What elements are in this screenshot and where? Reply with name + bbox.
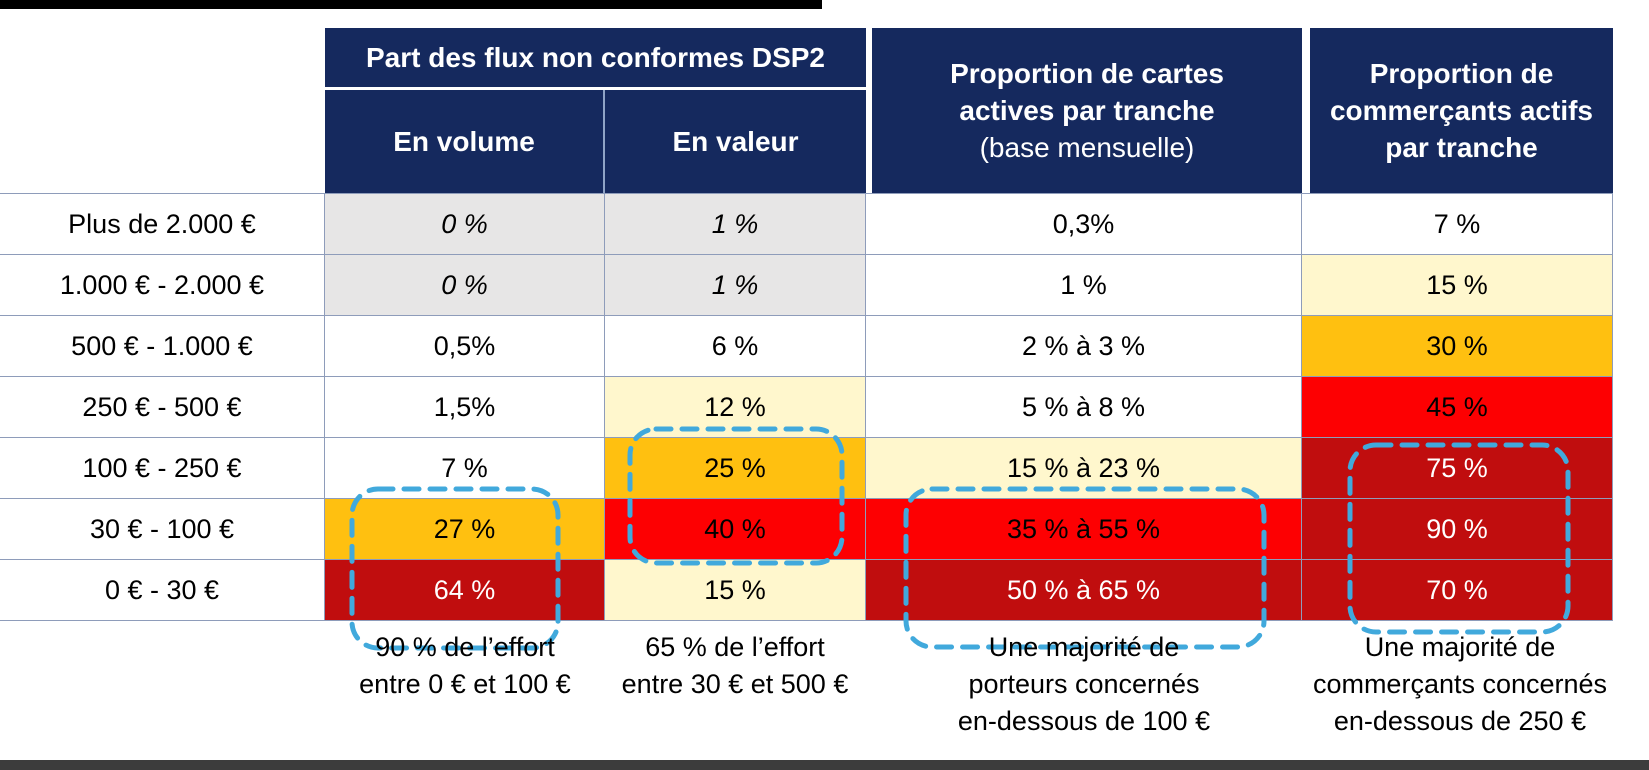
table-cell: 1,5% [325,377,605,438]
column-header-commercants-actifs: Proportion de commerçants actifs par tra… [1310,28,1613,193]
top-accent-bar [0,0,822,9]
column-header-label: En volume [393,126,535,157]
table-cell: 12 % [605,377,866,438]
column-header-cartes-actives: Proportion de cartes actives par tranche… [872,28,1302,193]
table-cell: 75 % [1302,438,1613,499]
row-label: 100 € - 250 € [0,438,325,499]
column-header-line: Proportion de cartes [950,58,1224,89]
table-cell: 7 % [325,438,605,499]
table-cell: 15 % à 23 % [866,438,1302,499]
row-label: 250 € - 500 € [0,377,325,438]
table-cell: 40 % [605,499,866,560]
column-header-en-volume: En volume [325,90,605,193]
table-cell: 50 % à 65 % [866,560,1302,621]
row-label: 30 € - 100 € [0,499,325,560]
column-header-label: En valeur [672,126,799,157]
table-cell: 25 % [605,438,866,499]
footnote-line: en-dessous de 250 € [1333,706,1587,736]
column-group-header-label: Part des flux non conformes DSP2 [366,42,825,73]
table-cell: 1 % [605,194,866,255]
table-cell: 5 % à 8 % [866,377,1302,438]
table-cell: 15 % [605,560,866,621]
table-cell: 35 % à 55 % [866,499,1302,560]
column-header-line: commerçants actifs [1329,95,1593,126]
column-header-line: Proportion de [1369,58,1554,89]
table-cell: 0,5% [325,316,605,377]
row-label: Plus de 2.000 € [0,194,325,255]
data-table: Plus de 2.000 € 0 % 1 % 0,3% 7 % 1.000 €… [0,193,1613,621]
footnote-en-valeur: 65 % de l’effort entre 30 € et 500 € [575,629,895,703]
footnote-line: 65 % de l’effort [645,632,825,662]
column-header-en-valeur: En valeur [605,90,866,193]
table-cell: 15 % [1302,255,1613,316]
table-cell: 1 % [605,255,866,316]
footnote-line: 90 % de l’effort [375,632,555,662]
footnote-line: Une majorité de [1364,632,1556,662]
bottom-border-bar [0,760,1649,770]
table-cell: 27 % [325,499,605,560]
footnote-line: entre 30 € et 500 € [621,669,849,699]
table-cell: 45 % [1302,377,1613,438]
table-cell: 0 % [325,194,605,255]
table-cell: 2 % à 3 % [866,316,1302,377]
column-header-line: actives par tranche [959,95,1215,126]
table-cell: 7 % [1302,194,1613,255]
row-label: 1.000 € - 2.000 € [0,255,325,316]
table-cell: 90 % [1302,499,1613,560]
table-cell: 1 % [866,255,1302,316]
column-header-subnote: (base mensuelle) [979,132,1195,163]
table-cell: 0 % [325,255,605,316]
table-cell: 64 % [325,560,605,621]
footnote-cartes-actives: Une majorité de porteurs concernés en-de… [866,629,1302,740]
footnote-commercants-actifs: Une majorité de commerçants concernés en… [1280,629,1640,740]
footnote-line: Une majorité de [988,632,1180,662]
table-cell: 70 % [1302,560,1613,621]
row-label: 500 € - 1.000 € [0,316,325,377]
table-cell: 6 % [605,316,866,377]
footnote-line: commerçants concernés [1312,669,1608,699]
row-label: 0 € - 30 € [0,560,325,621]
column-group-header-flux-dsp2: Part des flux non conformes DSP2 [325,28,866,87]
footnote-line: porteurs concernés [968,669,1200,699]
footnote-line: entre 0 € et 100 € [359,669,571,699]
table-cell: 0,3% [866,194,1302,255]
table-cell: 30 % [1302,316,1613,377]
footnote-en-volume: 90 % de l’effort entre 0 € et 100 € [325,629,605,703]
footnote-line: en-dessous de 100 € [957,706,1211,736]
column-header-line: par tranche [1385,132,1538,163]
